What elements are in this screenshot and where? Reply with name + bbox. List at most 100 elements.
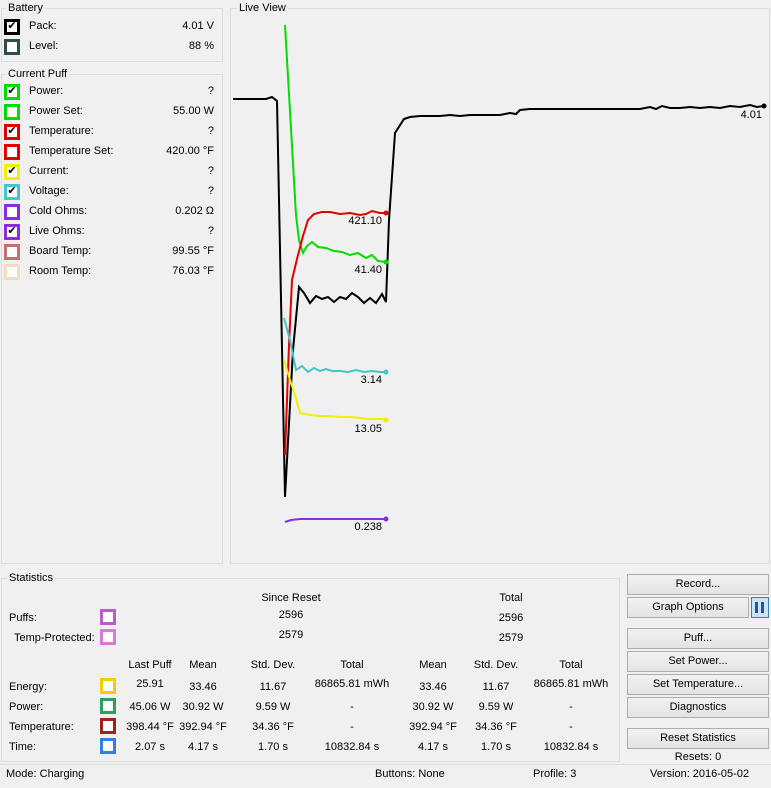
room-temp-label: Room Temp: bbox=[29, 265, 92, 277]
set-temperature-button[interactable]: Set Temperature... bbox=[627, 674, 769, 695]
statistics-group bbox=[1, 578, 620, 762]
stats-energy-cell: 25.91 bbox=[136, 678, 164, 690]
stats-time-cell: 1.70 s bbox=[481, 741, 511, 753]
stats-energy-cell: 11.67 bbox=[259, 681, 287, 693]
board-temp-checkbox[interactable] bbox=[4, 244, 20, 260]
puffs-checkbox[interactable] bbox=[100, 609, 116, 625]
stats-energy-cell: 33.46 bbox=[419, 681, 447, 693]
status-buttons: Buttons: None bbox=[375, 768, 445, 780]
stats-column-header: Last Puff bbox=[128, 659, 172, 671]
stats-power-cell: - bbox=[350, 701, 354, 713]
stats-temperature-checkbox[interactable] bbox=[100, 718, 116, 734]
stats-energy-checkbox[interactable] bbox=[100, 678, 116, 694]
stats-column-header: Total bbox=[340, 659, 364, 671]
stats-temperature-cell: 34.36 °F bbox=[475, 721, 517, 733]
stats-time-cell: 1.70 s bbox=[258, 741, 288, 753]
puffs-label: Puffs: bbox=[9, 612, 37, 624]
stats-power-checkbox[interactable] bbox=[100, 698, 116, 714]
temperature-value: ? bbox=[207, 125, 214, 137]
stats-power-cell: - bbox=[569, 701, 573, 713]
stats-time-cell: 10832.84 s bbox=[324, 741, 380, 753]
power-set-label: Power Set: bbox=[29, 105, 83, 117]
battery-group-title: Battery bbox=[6, 2, 45, 14]
since-reset-header: Since Reset bbox=[261, 592, 321, 604]
live-view-graph bbox=[233, 24, 767, 523]
pack-label: Pack: bbox=[29, 20, 57, 32]
stats-time-cell: 2.07 s bbox=[135, 741, 165, 753]
power-set-checkbox[interactable] bbox=[4, 104, 20, 120]
cold-ohms-value: 0.202 Ω bbox=[175, 205, 214, 217]
checkmark-icon: ✔ bbox=[7, 164, 17, 177]
cold-ohms-checkbox[interactable] bbox=[4, 204, 20, 220]
pack-value: 4.01 V bbox=[182, 20, 214, 32]
room-temp-value: 76.03 °F bbox=[172, 265, 214, 277]
temperature-label: Temperature: bbox=[29, 125, 94, 137]
stats-power-cell: 45.06 W bbox=[129, 701, 171, 713]
stats-column-header: Std. Dev. bbox=[250, 659, 296, 671]
voltage-label: Voltage: bbox=[29, 185, 69, 197]
current-checkbox[interactable]: ✔ bbox=[4, 164, 20, 180]
power-end-label: 41.40 bbox=[354, 264, 382, 276]
stats-temperature-cell: 392.94 °F bbox=[409, 721, 457, 733]
stats-energy-label: Energy: bbox=[9, 681, 47, 693]
live-ohms-checkbox[interactable]: ✔ bbox=[4, 224, 20, 240]
stats-temperature-cell: 34.36 °F bbox=[252, 721, 294, 733]
current-puff-group bbox=[1, 74, 223, 564]
stats-column-header: Std. Dev. bbox=[473, 659, 519, 671]
stats-column-header: Mean bbox=[189, 659, 217, 671]
checkmark-icon: ✔ bbox=[7, 124, 17, 137]
level-checkbox[interactable] bbox=[4, 39, 20, 55]
status-profile: Profile: 3 bbox=[533, 768, 577, 780]
level-value: 88 % bbox=[188, 40, 214, 52]
temp-protected-total: 2579 bbox=[498, 632, 524, 644]
graph-options-button[interactable]: Graph Options bbox=[627, 597, 749, 618]
live-ohms-end-label: 0.238 bbox=[354, 521, 382, 533]
temperature-trace bbox=[284, 209, 386, 456]
status-bar-divider bbox=[0, 764, 771, 765]
temp-protected-checkbox[interactable] bbox=[100, 629, 116, 645]
diagnostics-button[interactable]: Diagnostics bbox=[627, 697, 769, 718]
stats-temperature-cell: 398.44 °F bbox=[126, 721, 174, 733]
status-mode: Mode: Charging bbox=[6, 768, 85, 780]
current-label: Current: bbox=[29, 165, 69, 177]
stats-power-cell: 30.92 W bbox=[412, 701, 454, 713]
voltage-value: ? bbox=[207, 185, 214, 197]
current-end-label: 13.05 bbox=[354, 423, 382, 435]
reset-statistics-button[interactable]: Reset Statistics bbox=[627, 728, 769, 749]
pack-checkbox[interactable]: ✔ bbox=[4, 19, 20, 35]
temperature-end-label: 421.10 bbox=[348, 215, 382, 227]
stats-column-header: Mean bbox=[419, 659, 447, 671]
battery-group bbox=[1, 8, 223, 62]
voltage-trace bbox=[283, 317, 386, 374]
stats-time-cell: 10832.84 s bbox=[543, 741, 599, 753]
set-power-button[interactable]: Set Power... bbox=[627, 651, 769, 672]
room-temp-checkbox[interactable] bbox=[4, 264, 20, 280]
temp-protected-label: Temp-Protected: bbox=[14, 632, 95, 644]
graph-panel-toggle-icon[interactable] bbox=[751, 597, 769, 618]
total-header: Total bbox=[499, 592, 523, 604]
puffs-total: 2596 bbox=[498, 612, 524, 624]
live-view-title: Live View bbox=[237, 2, 288, 14]
level-label: Level: bbox=[29, 40, 59, 52]
board-temp-label: Board Temp: bbox=[29, 245, 92, 257]
stats-power-cell: 9.59 W bbox=[478, 701, 514, 713]
power-checkbox[interactable]: ✔ bbox=[4, 84, 20, 100]
live-ohms-label: Live Ohms: bbox=[29, 225, 85, 237]
puffs-since-reset: 2596 bbox=[278, 609, 304, 621]
temperature-checkbox[interactable]: ✔ bbox=[4, 124, 20, 140]
power-set-value: 55.00 W bbox=[173, 105, 214, 117]
stats-time-cell: 4.17 s bbox=[188, 741, 218, 753]
stats-power-cell: 30.92 W bbox=[182, 701, 224, 713]
stats-temperature-cell: - bbox=[569, 721, 573, 733]
voltage-checkbox[interactable]: ✔ bbox=[4, 184, 20, 200]
stats-time-checkbox[interactable] bbox=[100, 738, 116, 754]
temp-protected-since-reset: 2579 bbox=[278, 629, 304, 641]
stats-time-cell: 4.17 s bbox=[418, 741, 448, 753]
pack-end-label: 4.01 bbox=[740, 109, 762, 121]
puff-button[interactable]: Puff... bbox=[627, 628, 769, 649]
stats-column-header: Total bbox=[559, 659, 583, 671]
temperature-set-checkbox[interactable] bbox=[4, 144, 20, 160]
statistics-title: Statistics bbox=[7, 572, 56, 584]
stats-temperature-cell: - bbox=[350, 721, 354, 733]
record-button[interactable]: Record... bbox=[627, 574, 769, 595]
